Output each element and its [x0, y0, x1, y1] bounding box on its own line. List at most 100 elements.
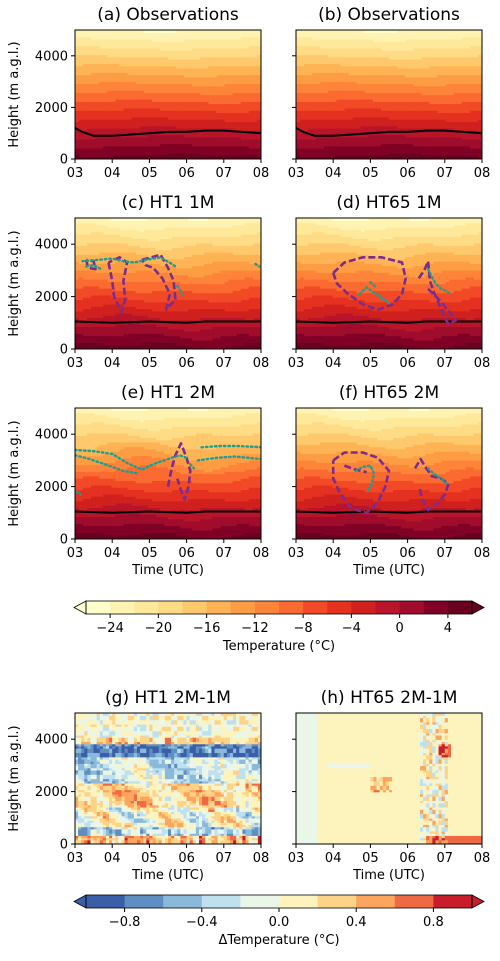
temperature-cell [453, 150, 459, 154]
temperature-cell [445, 47, 451, 51]
temperature-cell [240, 110, 246, 113]
temperature-cell [127, 92, 133, 96]
temperature-cell [196, 85, 202, 89]
temperature-cell [168, 141, 173, 145]
temperature-cell [87, 105, 92, 109]
temperature-cell [159, 121, 165, 125]
temperature-cell [421, 92, 427, 96]
temperature-cell [135, 143, 141, 147]
temperature-cell [252, 36, 258, 40]
temperature-cell [356, 138, 362, 142]
temperature-cell [397, 83, 402, 87]
temperature-cell [421, 50, 427, 53]
temperature-cell [91, 87, 96, 91]
temperature-cell [184, 136, 189, 140]
temperature-cell [176, 43, 181, 47]
temperature-cell [168, 76, 173, 80]
temperature-cell [188, 85, 193, 89]
temperature-cell [445, 83, 451, 87]
temperature-cell [139, 52, 145, 56]
temperature-cell [352, 118, 358, 122]
temperature-cell [107, 34, 113, 38]
temperature-cell [103, 58, 109, 62]
temperature-cell [308, 41, 313, 45]
temperature-cell [151, 110, 157, 113]
temperature-cell [176, 110, 181, 113]
temperature-cell [240, 138, 246, 142]
temperature-cell [401, 74, 406, 78]
temperature-cell [224, 30, 230, 33]
temperature-cell [123, 114, 129, 118]
temperature-cell [320, 110, 326, 113]
temperature-cell [324, 67, 330, 71]
temperature-cell [433, 74, 439, 78]
temperature-cell [220, 98, 226, 102]
temperature-cell [429, 121, 435, 125]
temperature-cell [131, 67, 137, 71]
temperature-cell [143, 90, 149, 93]
temperature-cell [312, 85, 317, 89]
temperature-cell [188, 52, 193, 56]
temperature-cell [204, 141, 210, 145]
temperature-cell [79, 92, 84, 96]
temperature-cell [348, 47, 354, 51]
temperature-cell [360, 58, 366, 62]
temperature-cell [413, 54, 419, 58]
temperature-cell [421, 127, 427, 131]
temperature-cell [413, 41, 419, 45]
temperature-cell [196, 152, 202, 156]
temperature-cell [236, 134, 242, 138]
temperature-cell [184, 98, 189, 102]
temperature-cell [425, 147, 431, 151]
temperature-cell [332, 63, 338, 67]
temperature-cell [115, 94, 121, 98]
temperature-cell [168, 47, 173, 51]
temperature-cell [324, 145, 330, 149]
temperature-cell [441, 32, 447, 36]
temperature-cell [409, 141, 414, 145]
temperature-cell [111, 50, 117, 53]
temperature-cell [131, 45, 137, 49]
temperature-cell [304, 54, 309, 58]
temperature-cell [389, 138, 394, 142]
temperature-cell [248, 116, 254, 120]
temperature-cell [127, 78, 133, 82]
temperature-cell [204, 85, 210, 89]
temperature-cell [332, 92, 338, 96]
temperature-cell [87, 116, 92, 120]
temperature-cell [352, 125, 358, 129]
temperature-cell [95, 101, 100, 105]
temperature-cell [107, 61, 113, 65]
temperature-cell [384, 147, 390, 151]
temperature-cell [216, 36, 222, 40]
temperature-cell [320, 58, 326, 62]
temperature-cell [159, 103, 165, 107]
temperature-cell [244, 150, 250, 154]
temperature-cell [216, 45, 222, 49]
temperature-cell [228, 152, 234, 156]
temperature-cell [103, 136, 109, 140]
temperature-cell [380, 141, 386, 145]
temperature-cell [204, 105, 210, 109]
temperature-cell [107, 81, 113, 85]
temperature-cell [103, 72, 109, 76]
temperature-cell [248, 136, 254, 140]
temperature-cell [248, 30, 254, 33]
temperature-cell [224, 154, 230, 158]
temperature-cell [75, 110, 80, 113]
temperature-cell [441, 138, 447, 142]
temperature-cell [300, 121, 305, 125]
temperature-cell [192, 30, 198, 33]
temperature-cell [413, 72, 419, 76]
temperature-cell [312, 78, 317, 82]
temperature-cell [445, 38, 451, 42]
temperature-cell [228, 54, 234, 58]
temperature-cell [75, 52, 80, 56]
temperature-cell [348, 156, 354, 159]
temperature-cell [368, 127, 374, 131]
temperature-cell [433, 56, 439, 60]
temperature-cell [248, 74, 254, 78]
temperature-cell [184, 72, 189, 76]
temperature-cell [312, 110, 317, 113]
temperature-cell [220, 58, 226, 62]
